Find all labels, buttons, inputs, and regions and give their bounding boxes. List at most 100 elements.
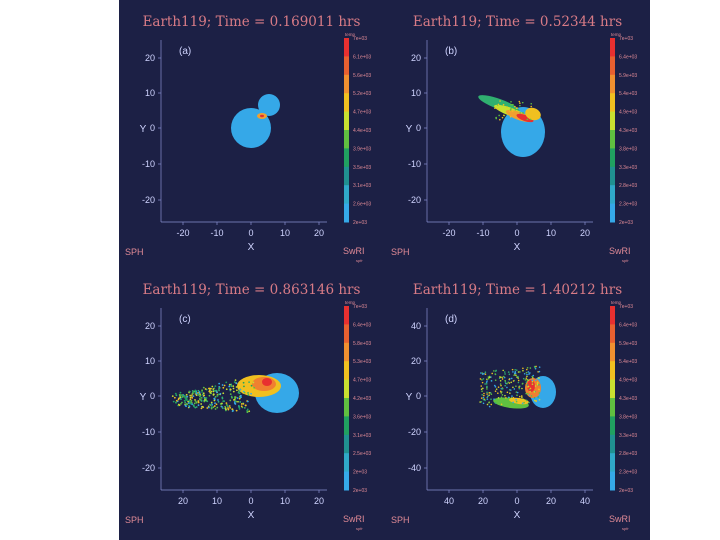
debris-particle — [485, 381, 488, 383]
debris-particle — [214, 395, 217, 398]
debris-particle — [248, 410, 251, 413]
debris-particle — [184, 404, 187, 407]
debris-particle — [246, 400, 249, 403]
debris-particle — [529, 367, 532, 369]
debris-particle — [192, 391, 195, 394]
debris-particle — [501, 378, 504, 380]
debris-particle — [526, 118, 529, 121]
colorbar-label: 3.3e+03 — [619, 165, 637, 171]
x-axis-label: X — [514, 510, 521, 521]
colorbar-title: temp — [611, 32, 622, 37]
debris-particle — [235, 382, 238, 385]
debris-particle — [484, 371, 487, 374]
colorbar-label: 5.9e+03 — [619, 341, 637, 347]
debris-particle — [481, 381, 484, 384]
debris-particle — [519, 371, 521, 373]
y-tick-label: 0 — [150, 123, 155, 133]
debris-particle — [232, 390, 235, 393]
colorbar-title: temp — [611, 300, 622, 305]
debris-particle — [515, 374, 517, 377]
debris-particle — [490, 380, 493, 382]
debris-particle — [487, 377, 490, 380]
debris-particle — [183, 395, 186, 398]
debris-particle — [484, 373, 487, 375]
sph-label: SPH — [125, 247, 144, 257]
swri-sublabel: spfr — [356, 258, 363, 263]
debris-particle — [201, 391, 203, 393]
debris-particle — [192, 395, 195, 397]
debris-particle — [213, 405, 216, 407]
debris-particle — [511, 368, 514, 371]
debris-particle — [499, 376, 502, 379]
debris-particle — [536, 383, 539, 386]
debris-particle — [505, 397, 507, 399]
debris-particle — [189, 394, 192, 397]
debris-particle — [484, 383, 486, 385]
hot-spot — [262, 378, 272, 386]
debris-particle — [200, 397, 203, 399]
x-tick-label: 40 — [444, 496, 454, 506]
colorbar-segment — [610, 398, 615, 417]
colorbar-segment — [344, 471, 349, 491]
debris-particle — [206, 407, 209, 409]
debris-particle — [224, 405, 227, 408]
debris-particle — [212, 406, 215, 409]
debris-particle — [240, 405, 243, 408]
debris-particle — [515, 385, 517, 388]
debris-particle — [524, 379, 527, 381]
colorbar-label: 2.5e+03 — [353, 451, 371, 457]
debris-particle — [499, 383, 502, 385]
debris-particle — [191, 390, 194, 392]
x-axis-label: X — [248, 510, 255, 521]
colorbar-label: 5.2e+03 — [353, 91, 371, 97]
debris-particle — [184, 401, 187, 404]
y-tick-label: 20 — [411, 356, 421, 366]
debris-particle — [212, 390, 215, 393]
colorbar-label: 5.4e+03 — [619, 359, 637, 365]
debris-particle — [225, 403, 228, 406]
debris-particle — [234, 396, 236, 398]
swri-sublabel: spfr — [356, 526, 363, 531]
colorbar-label: 3.1e+03 — [353, 433, 371, 439]
colorbar-segment — [610, 111, 615, 131]
debris-particle — [223, 384, 226, 387]
panel-label: (b) — [445, 46, 458, 57]
debris-particle — [494, 373, 497, 375]
debris-particle — [179, 396, 182, 399]
colorbar-title: temp — [345, 32, 356, 37]
debris-particle — [222, 392, 225, 395]
debris-particle — [494, 379, 497, 381]
debris-particle — [493, 398, 495, 400]
debris-particle — [525, 371, 528, 374]
debris-particle — [480, 397, 483, 399]
x-tick-label: 20 — [580, 228, 590, 238]
debris-particle — [519, 102, 521, 104]
debris-particle — [238, 406, 241, 408]
colorbar-label: 4.4e+03 — [353, 128, 371, 134]
debris-particle — [222, 400, 225, 403]
debris-particle — [188, 390, 191, 393]
colorbar-segment — [344, 111, 349, 131]
debris-particle — [188, 399, 191, 402]
panel-b: Earth119; Time = 0.52344 hrs -20 -10 0 10 20… — [385, 0, 650, 270]
debris-particle — [514, 371, 517, 373]
debris-particle — [504, 379, 506, 382]
debris-particle — [511, 103, 513, 106]
debris-particle — [197, 389, 200, 392]
debris-particle — [488, 394, 490, 396]
debris-particle — [506, 391, 509, 394]
debris-particle — [237, 400, 239, 403]
colorbar-label: 7e+03 — [619, 36, 633, 42]
colorbar-segment — [344, 434, 349, 454]
colorbar-segment — [610, 56, 615, 76]
debris-particle — [510, 397, 513, 399]
colorbar-segment — [344, 416, 349, 436]
debris-streak — [516, 113, 534, 123]
debris-particle — [174, 392, 177, 395]
debris-particle — [533, 391, 536, 393]
colorbar-segment — [610, 453, 615, 473]
debris-particle — [486, 386, 488, 388]
colorbar-label: 6.4e+03 — [619, 322, 637, 328]
debris-particle — [206, 400, 209, 403]
debris-particle — [195, 406, 198, 408]
